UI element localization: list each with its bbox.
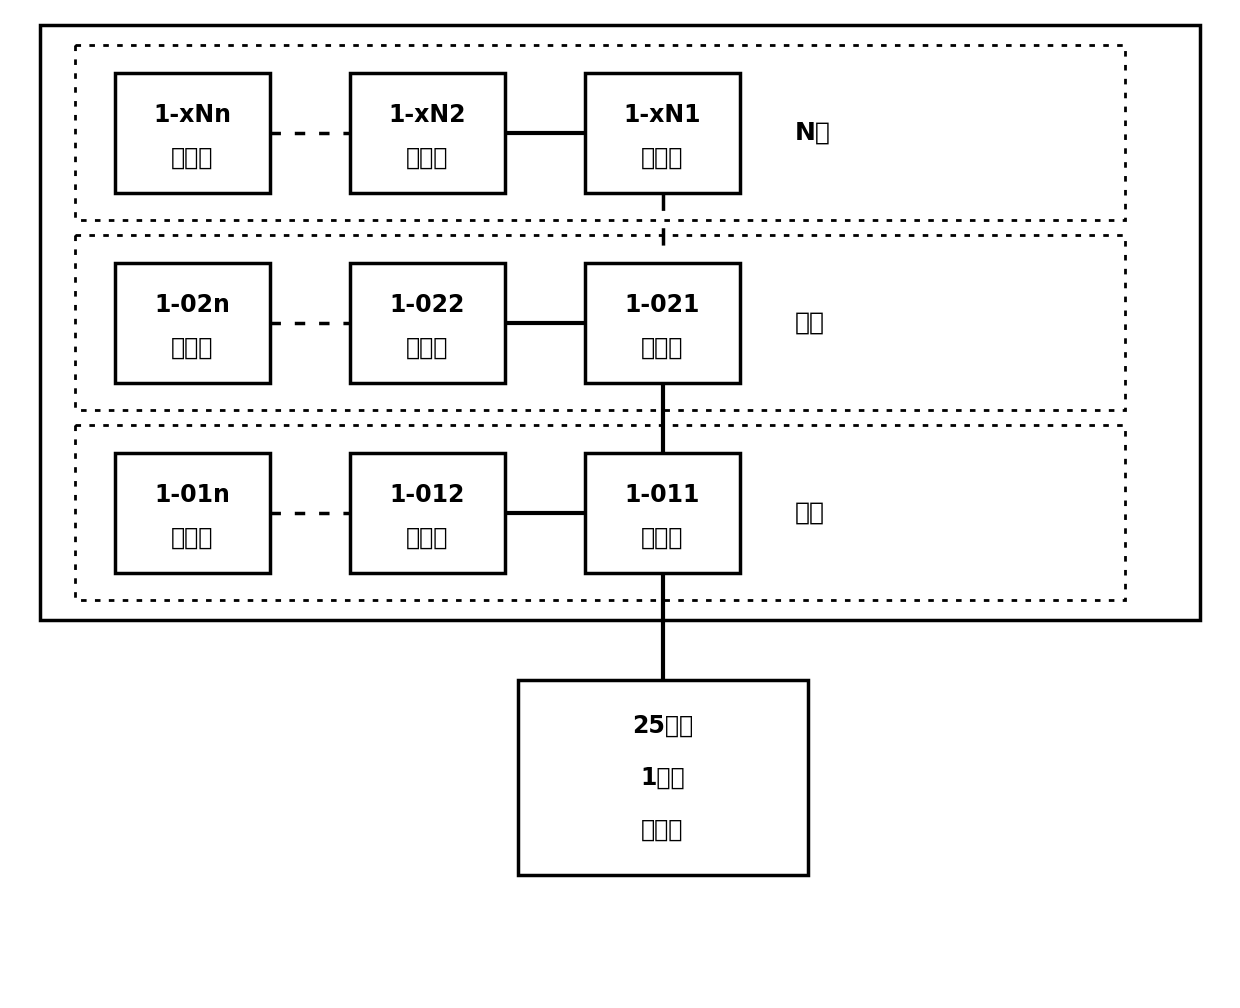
Bar — [517, 680, 807, 875]
Text: 住户机: 住户机 — [171, 525, 213, 549]
Bar — [585, 453, 740, 573]
Bar — [40, 25, 1200, 620]
Text: 1单元: 1单元 — [640, 765, 684, 789]
Text: 1-xN1: 1-xN1 — [624, 103, 702, 126]
Text: 住户机: 住户机 — [171, 336, 213, 360]
Text: N层: N层 — [795, 121, 831, 144]
Text: 二层: 二层 — [795, 310, 825, 335]
Text: 1-022: 1-022 — [389, 292, 465, 317]
Bar — [115, 262, 270, 382]
Text: 1-02n: 1-02n — [155, 292, 231, 317]
Text: 1-021: 1-021 — [625, 292, 701, 317]
Text: 住户机: 住户机 — [407, 336, 449, 360]
Bar — [585, 73, 740, 193]
Bar — [115, 453, 270, 573]
Text: 1-01n: 1-01n — [155, 483, 231, 506]
Text: 25号楼: 25号楼 — [632, 714, 693, 738]
Text: 住户机: 住户机 — [407, 525, 449, 549]
Text: 住户机: 住户机 — [171, 145, 213, 169]
Text: 1-xNn: 1-xNn — [154, 103, 232, 126]
Bar — [350, 453, 505, 573]
Text: 1-012: 1-012 — [389, 483, 465, 506]
Text: 门口机: 门口机 — [641, 817, 683, 842]
Bar — [74, 235, 1125, 410]
Bar — [350, 73, 505, 193]
Text: 住户机: 住户机 — [641, 145, 683, 169]
Text: 住户机: 住户机 — [641, 336, 683, 360]
Bar — [74, 45, 1125, 220]
Bar — [74, 425, 1125, 600]
Text: 1-xN2: 1-xN2 — [389, 103, 466, 126]
Text: 住户机: 住户机 — [407, 145, 449, 169]
Bar — [585, 262, 740, 382]
Bar — [115, 73, 270, 193]
Text: 1-011: 1-011 — [625, 483, 701, 506]
Text: 一层: 一层 — [795, 501, 825, 524]
Bar — [350, 262, 505, 382]
Text: 住户机: 住户机 — [641, 525, 683, 549]
